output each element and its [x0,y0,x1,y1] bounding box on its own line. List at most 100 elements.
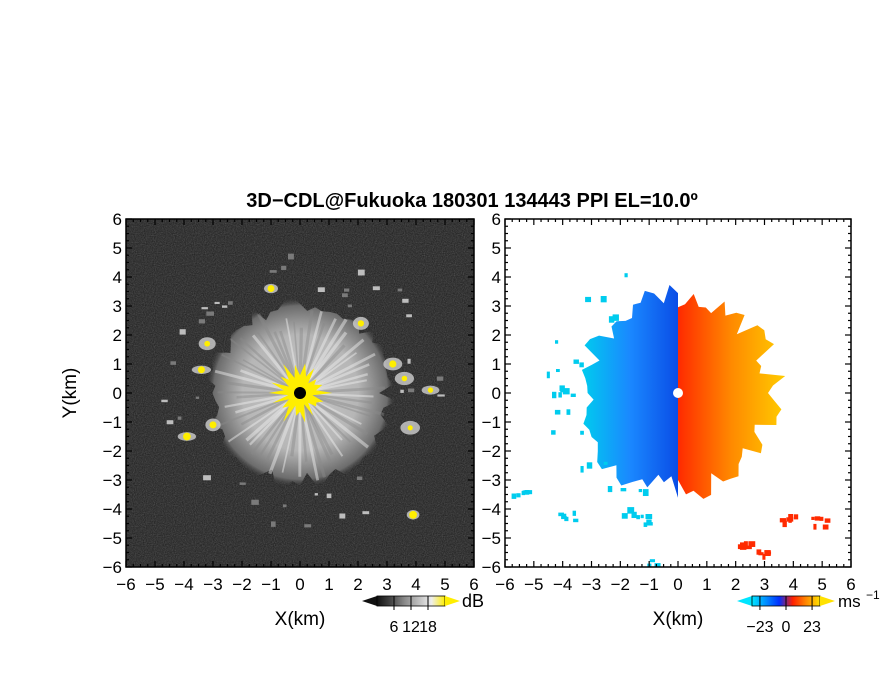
y-tick-label: −6 [482,558,501,577]
y-tick-label: 5 [113,239,122,258]
yellow-echo-spot [409,510,418,519]
velocity-echo-region [581,285,786,499]
scattered-echo [357,269,365,276]
velocity-fragment [552,391,557,399]
velocity-fragment [562,388,570,395]
yellow-echo-spot [204,340,211,347]
velocity-fragment [621,513,628,519]
yellow-echo-spot [267,285,275,293]
echo-streak [224,391,301,408]
velocity-fragment [555,340,559,344]
x-tick-label: −6 [495,575,514,594]
yellow-echo-spot [427,387,434,393]
velocity-fragment [782,521,787,528]
x-tick-label: −4 [174,575,193,594]
colorbar-ticks: 6 12 18 [390,596,437,636]
velocity-fragment [558,392,562,398]
scattered-echo [402,298,409,303]
velocity-fragment [566,409,571,415]
scattered-echo [161,399,168,403]
scattered-echo [203,475,211,481]
y-tick-label: 6 [492,210,501,229]
velocity-fragment [636,515,640,520]
y-tick-label: −5 [482,529,501,548]
velocity-fragment [603,461,608,465]
x-tick-label: 3 [760,575,769,594]
colorbar-low-arrow [362,596,377,606]
velocity-fragment [647,569,653,574]
x-tick-label: 2 [353,575,362,594]
velocity-fragment [620,488,627,492]
velocity-fragment [756,549,762,555]
scattered-echo [397,288,403,292]
yellow-echo-spot [401,375,408,382]
scattered-echo [356,476,363,481]
x-tick-label: −1 [639,575,658,594]
velocity-fragment [648,567,654,572]
y-tick-label: −3 [482,471,501,490]
velocity-fragment [745,545,752,550]
colorbar-tick-label: 18 [419,619,437,636]
y-tick-label: −4 [103,500,122,519]
receding-half [678,292,786,499]
velocity-fragment [643,522,648,527]
scattered-echo [362,511,370,515]
y-tick-label: 4 [113,268,122,287]
colorbar-tick-label: −23 [746,619,773,636]
colorbar-ticks: −23 0 23 [746,596,821,636]
velocity-fragment [580,466,584,473]
x-tick-label: −6 [116,575,135,594]
velocity-fragment [551,430,556,435]
scattered-echo [195,396,200,399]
velocity-fragment [649,559,656,563]
scattered-echo [271,521,276,527]
velocity-fragment [558,512,564,517]
colorbar-tick-label: 23 [803,619,821,636]
x-tick-label: −5 [145,575,164,594]
velocity-colorbar: −23 0 23 ms −1 [737,588,880,636]
scattered-echo [326,493,332,499]
y-tick-label: 1 [492,355,501,374]
scattered-echo [166,420,174,425]
y-tick-label: −5 [103,529,122,548]
x-tick-label: 4 [411,575,420,594]
scattered-echo [251,499,259,505]
scattered-echo [214,301,220,304]
y-tick-label: 6 [113,210,122,229]
scattered-echo [317,287,325,293]
velocity-fragment [556,369,560,373]
velocity-fragment [516,493,521,498]
scattered-echo [282,504,287,508]
yellow-echo-spot [183,432,191,441]
scattered-echo [170,361,176,365]
x-tick-label: 1 [702,575,711,594]
velocity-colorbar-unit-exponent: −1 [866,588,880,602]
velocity-fragment [814,516,821,521]
y-tick-label: 0 [113,384,122,403]
velocity-fragment [572,510,577,516]
scattered-echo [344,288,350,292]
high-reflectivity-spots [161,253,445,528]
colorbar-tick-label: 0 [782,619,791,636]
velocity-colorbar-unit: ms [838,592,861,611]
scattered-echo [269,270,277,273]
axis-tick-labels: −6 −5 −4 −3 −2 −1 0 1 2 3 4 5 66543210−1−2−3−4−5−6−6… [103,210,856,594]
scattered-echo [177,416,182,420]
x-tick-label: 0 [673,575,682,594]
approaching-half [581,285,678,498]
scattered-echo [201,307,208,310]
velocity-fragment [579,362,584,368]
x-tick-label: 6 [846,575,855,594]
velocity-fragment [562,513,567,517]
scattered-echo [406,314,412,318]
y-axis-label: Y(km) [60,368,81,419]
reflectivity-colorbar-unit: dB [462,591,484,611]
scattered-echo [342,293,348,298]
velocity-fragment [546,371,550,379]
y-tick-label: −4 [482,500,501,519]
scattered-echo [372,286,380,291]
scattered-echo [314,493,318,496]
colorbar-high-arrow [820,596,835,606]
x-tick-label: 4 [789,575,798,594]
